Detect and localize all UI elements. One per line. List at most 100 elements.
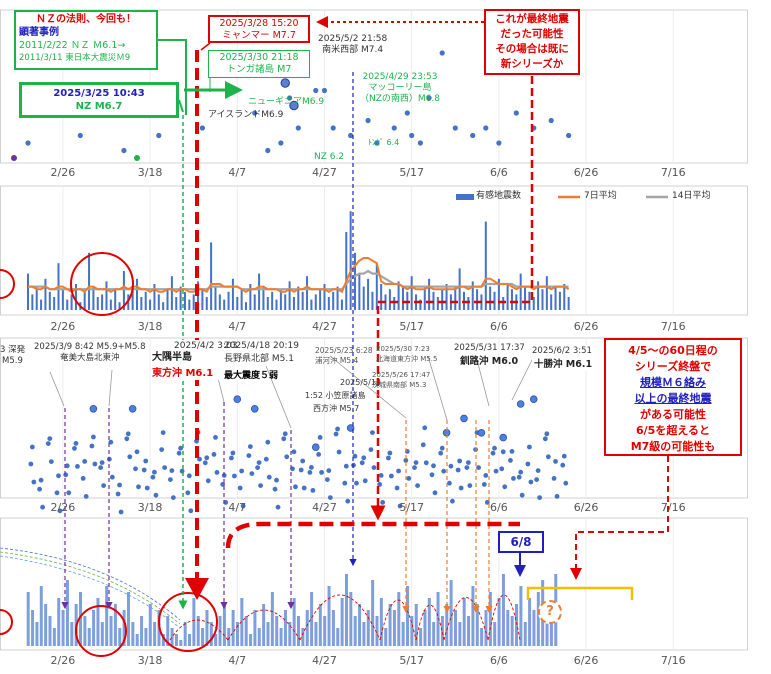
felt-count-bar-lower [65, 580, 69, 646]
japan-quake-point [406, 476, 412, 481]
felt-count-bar-lower [170, 628, 174, 646]
felt-count-bar [397, 281, 400, 310]
felt-count-bar [48, 291, 51, 310]
japan-quake-point [483, 473, 489, 478]
japan-quake-point [239, 468, 245, 474]
felt-count-bar-lower [545, 616, 549, 646]
red-note-box: これが最終地震 だった可能性 その場合は既に 新シリーズか [484, 9, 580, 75]
tonga-date: 2025/3/30 21:18 [219, 52, 299, 63]
world-quake-point [121, 147, 127, 154]
label-sa-west-date: 2025/5/2 21:58 [318, 34, 388, 44]
felt-count-bar-lower [144, 628, 148, 646]
felt-count-bar-lower [275, 616, 279, 646]
world-quake-point [426, 95, 432, 101]
forecast-line6: 6/5を超えると [636, 424, 710, 437]
japan-quake-point [412, 465, 417, 470]
japan-quake-point [525, 461, 531, 467]
japan-quake-point [281, 436, 287, 442]
notable-japan-quake-point [233, 395, 242, 404]
felt-count-bar [179, 286, 182, 310]
x-tick-label: 5/17 [399, 654, 424, 667]
felt-count-bar-lower [297, 616, 301, 646]
japan-quake-point [176, 450, 182, 456]
felt-count-bar [105, 281, 108, 310]
japan-quake-point [455, 467, 461, 473]
felt-count-bar [423, 286, 426, 310]
legend-ma14-label: 14日平均 [672, 191, 711, 201]
panel-japan-m5-frame [0, 337, 748, 499]
japan-quake-point [274, 477, 279, 483]
felt-count-bar-lower [44, 604, 48, 646]
felt-count-bar [327, 297, 330, 310]
x-tick-label: 3/18 [138, 320, 163, 333]
felt-count-bar [166, 289, 169, 310]
japan-quake-point [458, 485, 464, 491]
japan-quake-point [450, 498, 455, 504]
felt-count-bar-lower [388, 604, 392, 646]
japan-quake-point [220, 482, 226, 487]
felt-count-bar-lower [96, 598, 100, 646]
notable-japan-quake-point [499, 433, 508, 442]
felt-count-bar-lower [501, 574, 505, 646]
nz-law-box: ＮＺの法則、今回も！ 顕著事例 2011/2/22 ＮＺ Ｍ6.1→ 2011/… [14, 10, 158, 70]
japan-quake-point [141, 467, 147, 473]
felt-count-bar [310, 299, 313, 310]
panel-felt-quakes-frame [0, 185, 748, 316]
world-quake-point [417, 140, 423, 146]
japan-quake-point [352, 453, 358, 459]
label-tokachi-place: 十勝沖 M6.1 [534, 359, 593, 370]
japan-quake-point [500, 449, 506, 455]
felt-count-bar [493, 291, 496, 310]
japan-quake-point [319, 470, 325, 475]
japan-quake-point [561, 453, 567, 459]
x-tick-label: 6/6 [490, 166, 508, 179]
felt-count-bar-lower [118, 628, 122, 646]
felt-count-bar-lower [419, 628, 423, 646]
felt-count-bar-lower [515, 604, 519, 646]
x-tick-label: 4/27 [312, 501, 337, 514]
japan-quake-point [159, 447, 165, 452]
japan-quake-point [370, 430, 375, 435]
japan-quake-point [527, 444, 532, 450]
felt-count-bar [92, 286, 95, 310]
japan-quake-point [37, 486, 42, 492]
japan-quake-point [551, 476, 557, 481]
japan-quake-point [387, 450, 393, 456]
series-bracket [225, 521, 520, 549]
x-tick-label: 3/18 [138, 654, 163, 667]
myanmar-mag: ミャンマー M7.7 [222, 30, 296, 41]
japan-quake-point [40, 504, 45, 510]
japan-quake-point [553, 459, 558, 464]
japan-quake-point [167, 477, 173, 482]
label-hokkaido-toho-date: 2025/5/30 7:23 [376, 345, 430, 353]
felt-count-bar-lower [344, 574, 348, 646]
x-tick-label: 6/6 [490, 654, 508, 667]
japan-quake-point [99, 460, 105, 465]
felt-count-bar-lower [384, 628, 388, 646]
tonga-mag: トンガ諸島 M7 [226, 64, 292, 75]
world-quake-point [404, 110, 410, 116]
x-tick-label: 2/26 [51, 166, 76, 179]
japan-quake-point [476, 465, 481, 470]
felt-count-bar [240, 289, 243, 310]
x-tick-label: 6/6 [490, 320, 508, 333]
japan-quake-point [509, 449, 515, 454]
world-quake-point [548, 117, 554, 124]
felt-count-bar-lower [209, 622, 213, 646]
felt-count-bar [567, 297, 570, 310]
felt-count-bar-lower [161, 634, 165, 646]
felt-count-bar-lower [288, 622, 292, 646]
ma14-line [28, 269, 569, 291]
world-quake-point [321, 87, 328, 94]
felt-count-bar [454, 286, 457, 310]
felt-count-bar [170, 276, 173, 310]
japan-quake-point [447, 480, 452, 486]
felt-count-bar-lower [135, 634, 139, 646]
myanmar-date: 2025/3/28 15:20 [219, 18, 299, 29]
japan-quake-point [47, 436, 53, 441]
japan-quake-point [298, 467, 304, 473]
felt-count-bar-lower [314, 622, 318, 646]
label-hokkaido-toho: 2025/5/30 7:23 北海道東方沖 M5.5 [376, 344, 437, 364]
felt-count-bar-lower [475, 604, 479, 646]
forecast-line4: 以上の最終地震 [634, 392, 712, 405]
